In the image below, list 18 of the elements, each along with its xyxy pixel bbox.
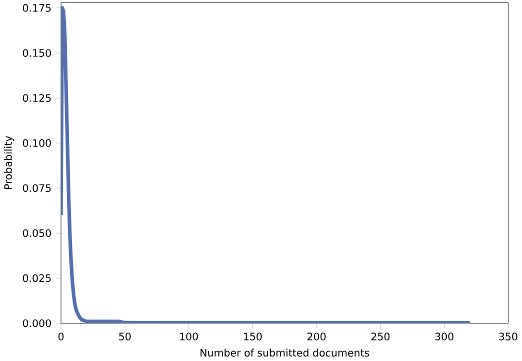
x-tick-label: 300 <box>435 332 454 341</box>
y-tick-label: 0.050 <box>22 229 51 238</box>
y-tick-label: 0.150 <box>22 49 51 58</box>
x-tick-label: 150 <box>244 332 262 341</box>
y-tick-label: 0.100 <box>22 139 51 148</box>
x-tick-label: 350 <box>499 332 518 341</box>
x-tick-label: 250 <box>371 332 390 341</box>
x-tick-label: 100 <box>180 332 198 341</box>
y-tick-label: 0.175 <box>22 4 51 12</box>
x-axis-title: Number of submitted documents <box>200 348 370 357</box>
y-tick-label: 0.075 <box>22 184 51 192</box>
x-tick-label: 200 <box>308 332 326 341</box>
y-tick-label: 0.000 <box>22 320 51 328</box>
y-tick-label: 0.025 <box>22 274 51 282</box>
y-tick-label: 0.125 <box>22 94 51 102</box>
x-tick-label: 50 <box>119 332 131 341</box>
y-axis-title: Probability <box>4 136 14 190</box>
x-tick-label: 0 <box>58 332 64 341</box>
